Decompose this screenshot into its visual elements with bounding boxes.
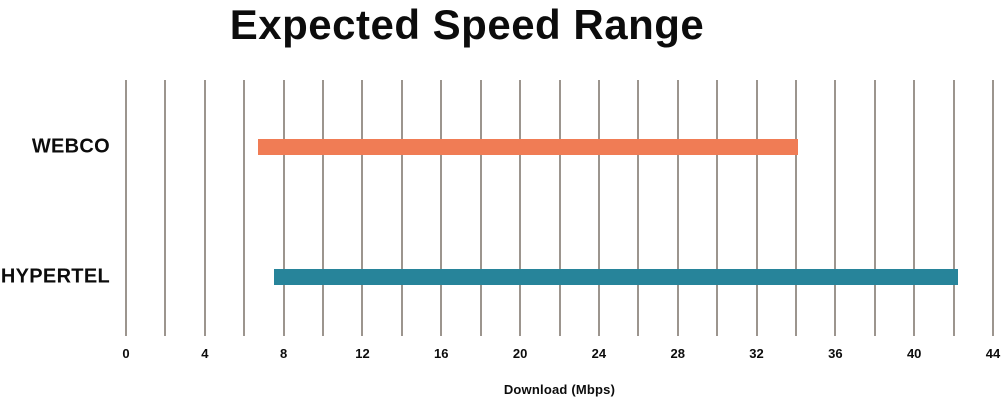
gridline	[794, 80, 797, 336]
gridline	[873, 80, 876, 336]
gridline	[558, 80, 561, 336]
gridline	[322, 80, 325, 336]
gridline	[913, 80, 916, 336]
bar-hypertel	[273, 268, 958, 285]
x-tick-label: 24	[591, 346, 607, 361]
gridline	[992, 80, 994, 336]
plot-area	[125, 80, 994, 336]
gridline	[203, 80, 206, 336]
x-tick-label: 36	[828, 346, 843, 361]
x-tick-label: 0	[122, 346, 130, 361]
gridline	[125, 80, 127, 336]
x-tick-label: 16	[434, 346, 449, 361]
gridline	[400, 80, 403, 336]
x-tick-label: 20	[512, 346, 528, 361]
bar-webco	[258, 139, 798, 155]
gridline	[282, 80, 285, 336]
gridline	[637, 80, 640, 336]
gridline	[440, 80, 443, 336]
gridline	[952, 80, 955, 336]
gridline	[519, 80, 522, 336]
x-tick-label: 28	[670, 346, 685, 361]
x-tick-label: 32	[749, 346, 764, 361]
x-tick-label: 12	[355, 346, 370, 361]
chart-title: Expected Speed Range	[229, 1, 705, 48]
gridline	[164, 80, 167, 336]
gridline	[597, 80, 600, 336]
x-tick-label: 44	[985, 346, 1001, 361]
gridline	[755, 80, 758, 336]
gridline	[716, 80, 719, 336]
gridline	[361, 80, 364, 336]
gridline	[676, 80, 679, 336]
gridline	[243, 80, 246, 336]
gridline	[479, 80, 482, 336]
x-tick-label: 8	[280, 346, 288, 361]
category-label-hypertel: HYPERTEL	[0, 265, 110, 287]
x-tick-label: 4	[201, 346, 209, 361]
x-tick-label: 40	[906, 346, 922, 361]
x-axis-ticks: 0 4 8 12 16 20 24 28 32 36 40 44	[122, 346, 1000, 364]
category-axis: WEBCO HYPERTEL	[0, 80, 110, 336]
category-label-webco: WEBCO	[31, 135, 110, 158]
gridline	[834, 80, 837, 336]
x-axis-title: Download (Mbps)	[503, 382, 616, 397]
